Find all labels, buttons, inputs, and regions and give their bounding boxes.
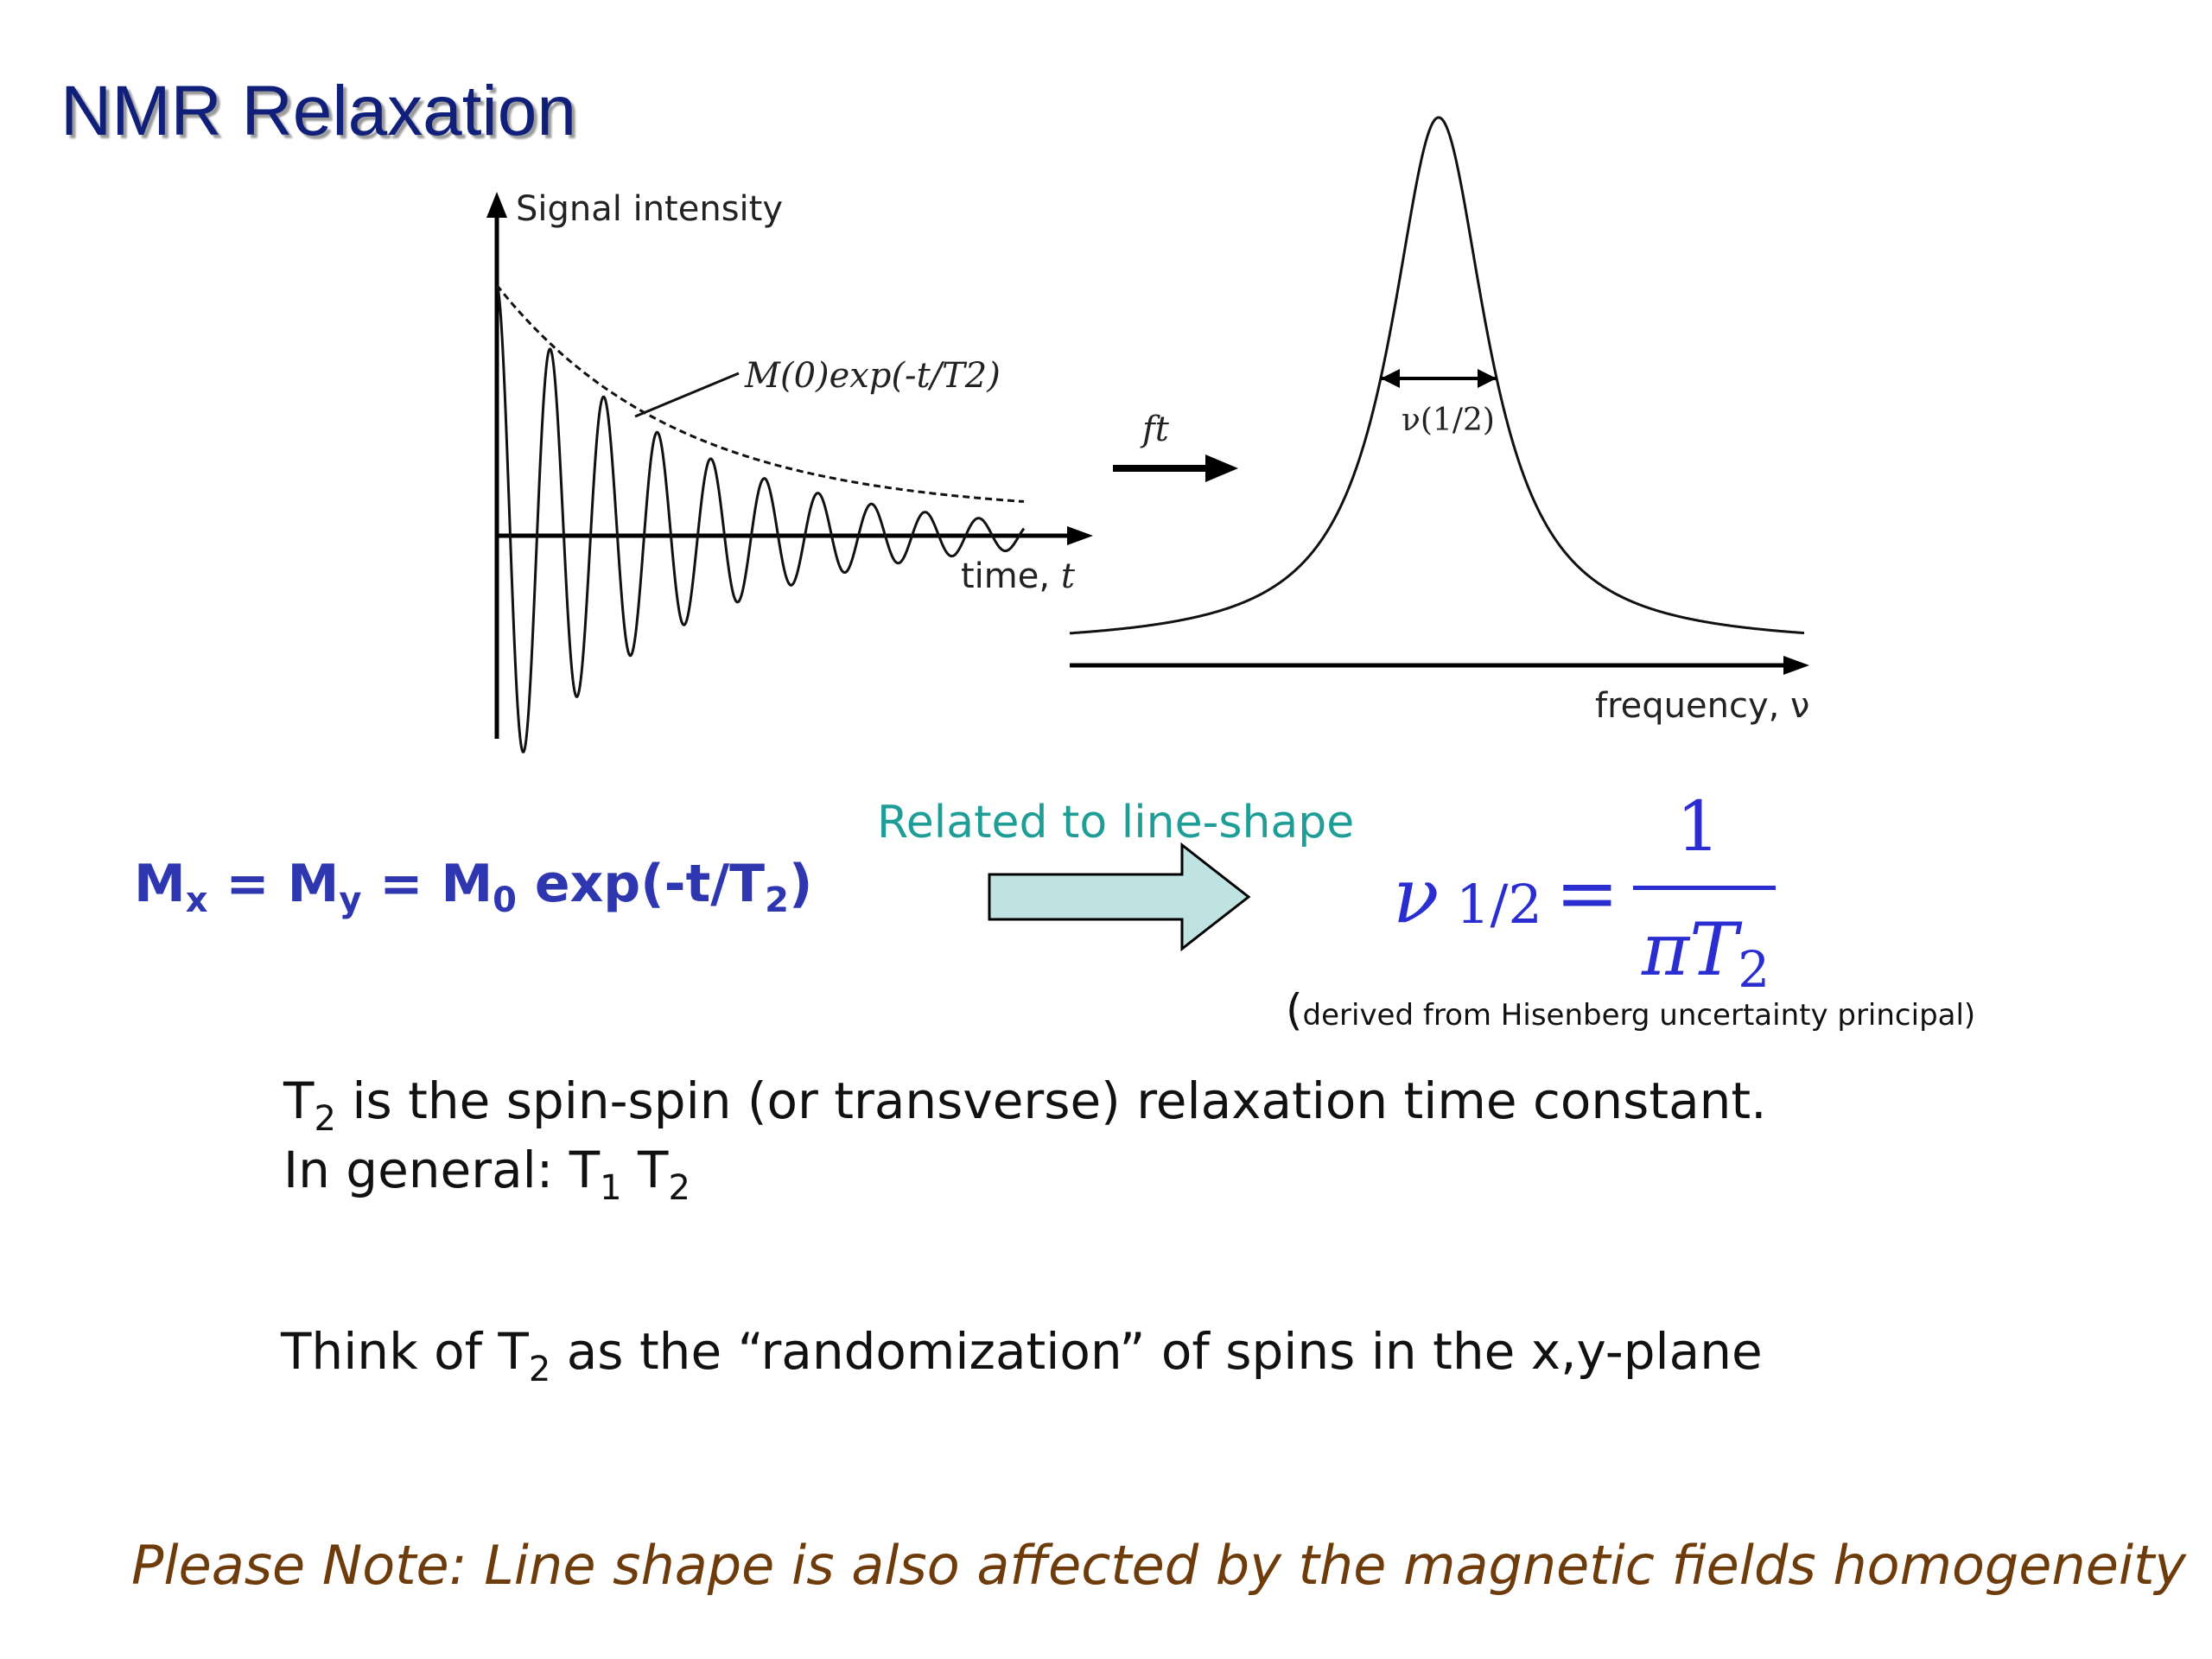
- t2-randomization: Think of T2 as the “randomization” of sp…: [281, 1322, 1763, 1389]
- envelope-label: M(0)exp(-t/T2): [744, 356, 1001, 396]
- ft-arrow-head: [1205, 454, 1238, 482]
- linewidth-label: ν(1/2): [1402, 403, 1495, 438]
- lorentzian-peak: [1069, 116, 1805, 635]
- formula-numerator: 1: [1676, 786, 1720, 867]
- formula-equals: =: [1555, 849, 1619, 938]
- related-label: Related to line-shape: [877, 797, 1355, 849]
- derivation-note: (derived from Hisenberg uncertainty prin…: [1286, 985, 1976, 1035]
- envelope-pointer: [634, 372, 740, 418]
- t1-t2-general: In general: T1 T2: [283, 1141, 690, 1208]
- page-title: NMR Relaxation: [60, 72, 576, 150]
- linewidth-arrow-right: [1478, 369, 1497, 388]
- fid-ylabel: Signal intensity: [516, 189, 783, 229]
- formula-fraction-bar: [1633, 886, 1776, 890]
- spectrum-x-arrowhead: [1783, 656, 1809, 675]
- spectrum-xlabel: frequency, ν: [1595, 686, 1809, 726]
- formula-nu: ν: [1393, 851, 1440, 940]
- t2-definition: T2 is the spin-spin (or transverse) rela…: [283, 1071, 1767, 1139]
- fid-x-arrowhead: [1067, 526, 1093, 545]
- formula-nu-subscript: 1/2: [1456, 873, 1542, 936]
- ft-label: ft: [1140, 410, 1170, 449]
- formula-denominator: πT2: [1642, 907, 1770, 999]
- linewidth-arrow-left: [1381, 369, 1400, 388]
- fid-y-arrowhead: [486, 192, 507, 218]
- footer-note: Please Note: Line shape is also affected…: [131, 1534, 2187, 1597]
- fid-oscillation-curve: [495, 284, 1026, 753]
- fid-envelope-curve: [495, 284, 1025, 503]
- magnetization-equation: Mx = My = M0 exp(-t/T2): [134, 854, 813, 920]
- fid-xlabel: time, t: [961, 556, 1076, 596]
- related-arrow: [988, 842, 1251, 952]
